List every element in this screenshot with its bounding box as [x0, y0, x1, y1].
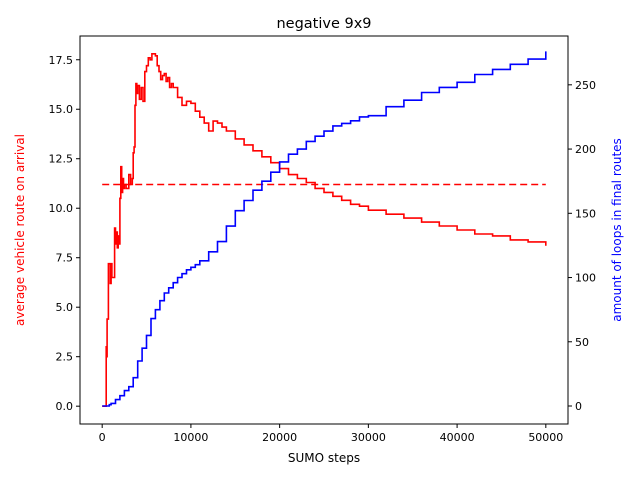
left-y-tick-label: 12.5 — [49, 153, 74, 166]
left-y-axis-label: average vehicle route on arrival — [13, 134, 27, 326]
x-axis-ticks: 0 10000 20000 30000 40000 50000 — [99, 424, 563, 444]
right-y-tick-label: 250 — [575, 79, 596, 92]
right-y-tick-label: 0 — [575, 400, 582, 413]
plot-frame — [79, 35, 569, 425]
left-y-tick-label: 10.0 — [49, 202, 74, 215]
left-y-tick-label: 15.0 — [49, 103, 74, 116]
left-y-tick-label: 0.0 — [56, 400, 74, 413]
right-y-tick-label: 200 — [575, 143, 596, 156]
x-tick-label: 10000 — [173, 431, 208, 444]
series-line-2 — [102, 51, 547, 407]
x-tick-label: 0 — [99, 431, 106, 444]
x-axis-label: SUMO steps — [288, 451, 360, 465]
series-layer — [102, 51, 547, 407]
x-tick-label: 50000 — [528, 431, 563, 444]
left-y-tick-label: 2.5 — [56, 351, 74, 364]
left-y-axis-ticks: 0.0 2.5 5.0 7.5 10.0 12.5 15.0 17.5 — [49, 54, 80, 413]
series-line-0 — [102, 53, 547, 407]
left-y-tick-label: 5.0 — [56, 301, 74, 314]
right-y-tick-label: 50 — [575, 336, 589, 349]
left-y-tick-label: 17.5 — [49, 54, 74, 67]
chart-title: negative 9x9 — [276, 16, 371, 32]
x-tick-label: 30000 — [351, 431, 386, 444]
x-tick-label: 40000 — [440, 431, 475, 444]
left-y-tick-label: 7.5 — [56, 252, 74, 265]
right-y-axis-label: amount of loops in final routes — [610, 138, 624, 322]
x-tick-label: 20000 — [262, 431, 297, 444]
right-y-tick-label: 150 — [575, 207, 596, 220]
right-y-tick-label: 100 — [575, 272, 596, 285]
right-y-axis-ticks: 0 50 100 150 200 250 — [568, 79, 596, 413]
